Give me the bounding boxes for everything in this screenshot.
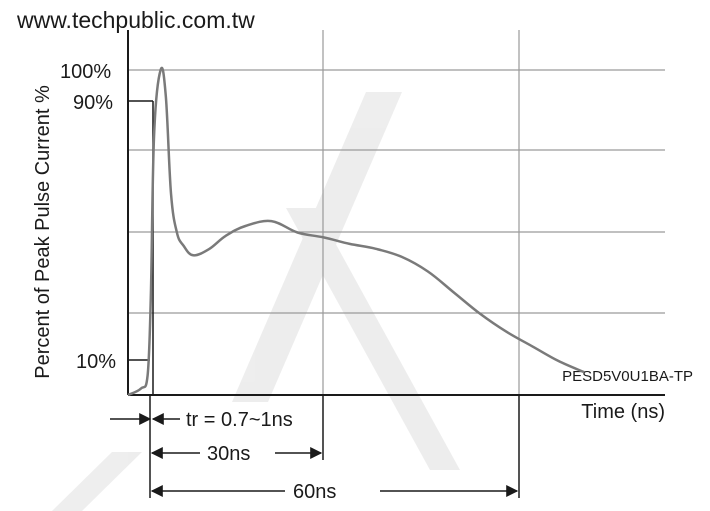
annotation-arrows: [110, 395, 520, 498]
header-text: www.techpublic.com.tw: [16, 7, 255, 33]
y-tick-label-90: 90%: [73, 92, 113, 114]
x-axis-label: Time (ns): [581, 401, 665, 423]
axes: [127, 30, 665, 396]
y-tick-label-100: 100%: [60, 61, 111, 83]
y-axis-label: Percent of Peak Pulse Current %: [32, 85, 54, 379]
watermark: [52, 92, 460, 511]
annotation-60ns: 60ns: [293, 481, 336, 503]
y-tick-label-10: 10%: [76, 351, 116, 373]
series-line: [127, 66, 585, 397]
grid: [128, 30, 665, 394]
annotation-30ns: 30ns: [207, 443, 250, 465]
annotation-tr: tr = 0.7~1ns: [186, 409, 293, 431]
part-number-label: PESD5V0U1BA-TP: [562, 368, 693, 385]
